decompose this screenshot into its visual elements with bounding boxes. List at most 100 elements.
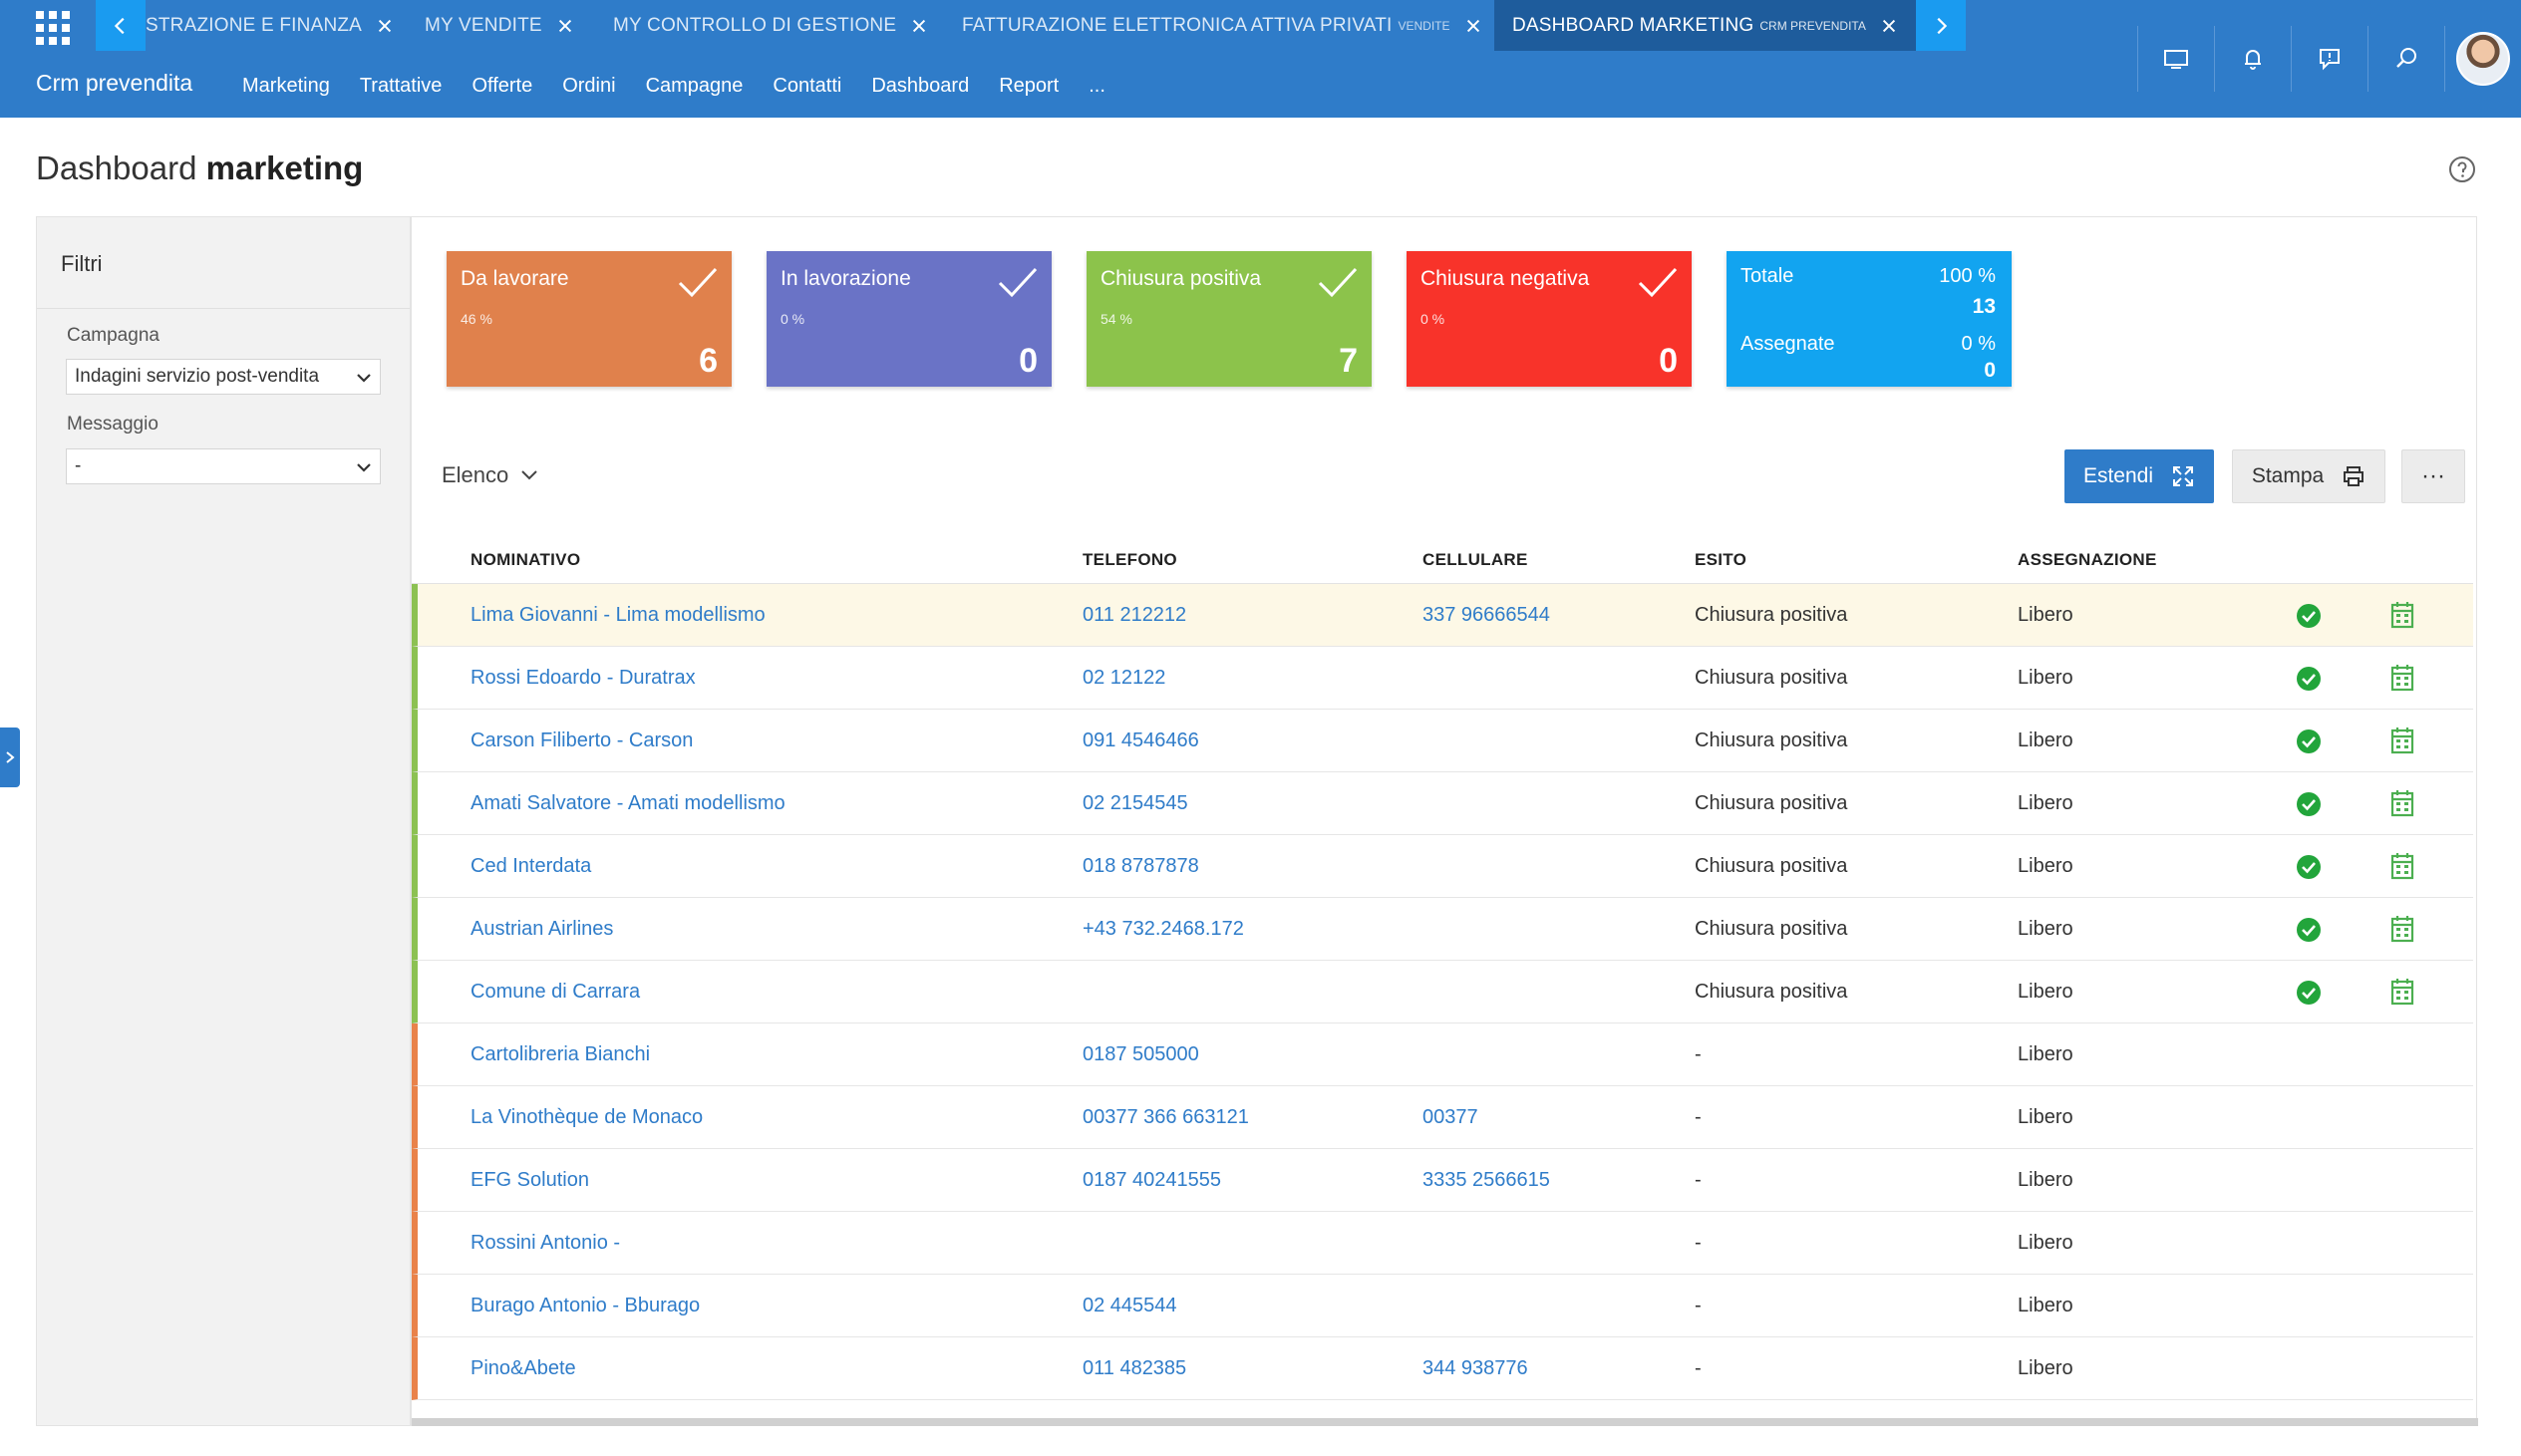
table-row[interactable]: Ced Interdata 018 8787878 Chiusura posit… (412, 835, 2473, 898)
col-telefono[interactable]: TELEFONO (1083, 550, 1177, 569)
calendar-icon[interactable] (2389, 726, 2415, 755)
cell-telefono[interactable]: 011 212212 (1083, 604, 1187, 626)
table-row[interactable]: Comune di Carrara Chiusura positiva Libe… (412, 961, 2473, 1023)
tab-amministrazione-finanza[interactable]: STRAZIONE E FINANZA (146, 0, 393, 51)
app-brand[interactable]: Crm prevendita (36, 70, 193, 96)
table-row[interactable]: Lima Giovanni - Lima modellismo 011 2122… (412, 584, 2473, 647)
cell-nominativo[interactable]: La Vinothèque de Monaco (471, 1106, 704, 1128)
table-row[interactable]: Carson Filiberto - Carson 091 4546466 Ch… (412, 710, 2473, 772)
table-row[interactable]: Cartolibreria Bianchi 0187 505000 - Libe… (412, 1023, 2473, 1086)
user-menu[interactable] (2444, 26, 2521, 92)
table-row[interactable]: Pino&Abete 011 482385 344 938776 - Liber… (412, 1337, 2473, 1400)
cell-telefono[interactable]: +43 732.2468.172 (1083, 918, 1244, 940)
kpi-totale[interactable]: Totale 100 % 13 Assegnate 0 % 0 (1727, 251, 2012, 387)
menu-item-dashboard[interactable]: Dashboard (871, 75, 970, 97)
cell-telefono[interactable]: 018 8787878 (1083, 855, 1199, 877)
table-row[interactable]: Rossi Edoardo - Duratrax 02 12122 Chiusu… (412, 647, 2473, 710)
cell-cellulare[interactable]: 3335 2566615 (1422, 1169, 1550, 1191)
cell-telefono[interactable]: 02 445544 (1083, 1295, 1177, 1316)
col-assegnazione[interactable]: ASSEGNAZIONE (2018, 550, 2157, 569)
menu-item-trattative[interactable]: Trattative (359, 75, 443, 97)
kpi-chiusura-positiva[interactable]: Chiusura positiva 54 % 7 (1087, 251, 1372, 387)
table-row[interactable]: Burago Antonio - Bburago 02 445544 - Lib… (412, 1275, 2473, 1337)
cell-telefono[interactable]: 091 4546466 (1083, 729, 1199, 751)
menu-item-contatti[interactable]: Contatti (773, 75, 842, 97)
col-cellulare[interactable]: CELLULARE (1422, 550, 1528, 569)
cell-telefono[interactable]: 0187 505000 (1083, 1043, 1199, 1065)
table-row[interactable]: La Vinothèque de Monaco 00377 366 663121… (412, 1086, 2473, 1149)
cell-cellulare[interactable]: 337 96666544 (1422, 604, 1550, 626)
cell-nominativo[interactable]: EFG Solution (471, 1169, 589, 1191)
horizontal-scrollbar[interactable] (412, 1418, 2478, 1426)
calendar-icon[interactable] (2389, 788, 2415, 818)
menu-item-marketing[interactable]: Marketing (242, 75, 330, 97)
chat-button[interactable] (2291, 26, 2367, 92)
col-nominativo[interactable]: NOMINATIVO (471, 550, 581, 569)
table-row[interactable]: Austrian Airlines +43 732.2468.172 Chius… (412, 898, 2473, 961)
menu-item-ordini[interactable]: Ordini (562, 75, 616, 97)
cell-nominativo[interactable]: Carson Filiberto - Carson (471, 729, 694, 751)
search-button[interactable] (2367, 26, 2444, 92)
cell-nominativo[interactable]: Cartolibreria Bianchi (471, 1043, 651, 1065)
more-button[interactable]: ··· (2401, 449, 2465, 503)
menu-item-offerte[interactable]: Offerte (472, 75, 533, 97)
messaggio-value: - (75, 455, 82, 476)
calendar-icon[interactable] (2389, 914, 2415, 944)
cell-cellulare[interactable]: 344 938776 (1422, 1357, 1528, 1379)
menu-item-report[interactable]: Report (999, 75, 1060, 97)
cell-nominativo[interactable]: Rossi Edoardo - Duratrax (471, 667, 696, 689)
table-row[interactable]: EFG Solution 0187 40241555 3335 2566615 … (412, 1149, 2473, 1212)
cell-nominativo[interactable]: Comune di Carrara (471, 981, 641, 1003)
cell-nominativo[interactable]: Pino&Abete (471, 1357, 576, 1379)
check-circle-icon (2297, 604, 2321, 628)
close-icon[interactable] (1880, 17, 1898, 35)
cell-nominativo[interactable]: Ced Interdata (471, 855, 592, 877)
apps-grid-icon[interactable] (30, 8, 70, 45)
view-label: Elenco (442, 462, 509, 487)
campagna-select[interactable]: Indagini servizio post-vendita (66, 359, 381, 395)
close-icon[interactable] (376, 17, 393, 35)
cell-nominativo[interactable]: Rossini Antonio - (471, 1232, 621, 1254)
cell-telefono[interactable]: 02 12122 (1083, 667, 1166, 689)
cell-telefono[interactable]: 011 482385 (1083, 1357, 1187, 1379)
tab-my-vendite[interactable]: MY VENDITE (425, 0, 589, 51)
close-icon[interactable] (1464, 17, 1480, 35)
view-selector[interactable]: Elenco (442, 462, 538, 488)
messaggio-select[interactable]: - (66, 448, 381, 484)
kpi-in-lavorazione[interactable]: In lavorazione 0 % 0 (767, 251, 1052, 387)
tab-my-controllo-gestione[interactable]: MY CONTROLLO DI GESTIONE (613, 0, 932, 51)
col-esito[interactable]: ESITO (1695, 550, 1747, 569)
notifications-button[interactable] (2214, 26, 2291, 92)
table-row[interactable]: Rossini Antonio - - Libero (412, 1212, 2473, 1275)
tabs-next-button[interactable] (1916, 0, 1966, 51)
stampa-button[interactable]: Stampa (2232, 449, 2385, 503)
cell-nominativo[interactable]: Burago Antonio - Bburago (471, 1295, 701, 1316)
side-panel-toggle[interactable] (0, 728, 20, 787)
tab-dashboard-marketing[interactable]: DASHBOARD MARKETING CRM PREVENDITA (1494, 0, 1916, 51)
table-row[interactable]: Amati Salvatore - Amati modellismo 02 21… (412, 772, 2473, 835)
menu-item-campagne[interactable]: Campagne (645, 75, 744, 97)
tab-fatturazione-elettronica[interactable]: FATTURAZIONE ELETTRONICA ATTIVA PRIVATI … (962, 0, 1480, 51)
calendar-icon[interactable] (2389, 851, 2415, 881)
cell-cellulare[interactable]: 00377 (1422, 1106, 1478, 1128)
kpi-da-lavorare[interactable]: Da lavorare 46 % 6 (447, 251, 732, 387)
menu-item-more[interactable]: ... (1089, 75, 1105, 97)
kpi-chiusura-negativa[interactable]: Chiusura negativa 0 % 0 (1407, 251, 1692, 387)
calendar-icon[interactable] (2389, 663, 2415, 693)
close-icon[interactable] (910, 17, 928, 35)
close-icon[interactable] (556, 17, 574, 35)
cell-nominativo[interactable]: Lima Giovanni - Lima modellismo (471, 604, 766, 626)
calendar-icon[interactable] (2389, 977, 2415, 1007)
monitor-button[interactable] (2137, 26, 2214, 92)
cell-telefono[interactable]: 0187 40241555 (1083, 1169, 1222, 1191)
estendi-button[interactable]: Estendi (2064, 449, 2214, 503)
help-icon[interactable] (2447, 154, 2477, 184)
check-circle-icon (2297, 667, 2321, 691)
cell-nominativo[interactable]: Austrian Airlines (471, 918, 614, 940)
cell-telefono[interactable]: 00377 366 663121 (1083, 1106, 1249, 1128)
kpi-label: Chiusura negativa (1420, 267, 1590, 290)
cell-telefono[interactable]: 02 2154545 (1083, 792, 1188, 814)
cell-nominativo[interactable]: Amati Salvatore - Amati modellismo (471, 792, 786, 814)
tabs-prev-button[interactable] (96, 0, 146, 51)
calendar-icon[interactable] (2389, 600, 2415, 630)
